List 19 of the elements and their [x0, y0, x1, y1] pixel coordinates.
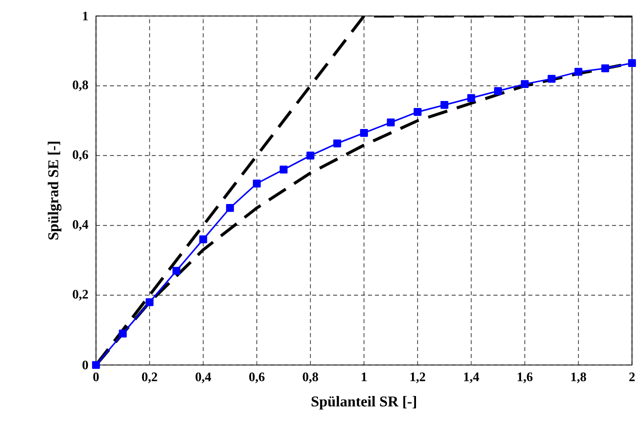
y-axis-title: Spülgrad SE [-] — [48, 142, 62, 240]
x-tick-label: 2 — [629, 372, 635, 382]
x-axis-title: Spülanteil SR [-] — [312, 396, 416, 410]
x-tick-label: 1,2 — [410, 372, 426, 384]
x-tick-label: 0,6 — [249, 372, 265, 384]
x-tick-label: 1,8 — [571, 372, 586, 384]
x-tick-label: 0,8 — [302, 372, 318, 384]
y-tick-label: 0,2 — [72, 290, 88, 301]
y-tick-label: 0,6 — [72, 150, 88, 161]
x-tick-label: 1,4 — [464, 372, 480, 384]
x-tick-label: 1 — [362, 372, 367, 382]
x-tick-label: 1,6 — [518, 372, 533, 384]
y-tick-label: 0,4 — [72, 220, 88, 231]
x-tick-label: 0,2 — [142, 372, 158, 384]
y-tick-label: 0 — [82, 360, 88, 370]
x-tick-label: 0,4 — [196, 372, 212, 384]
y-tick-label: 0,8 — [72, 80, 88, 92]
x-tick-label: 0 — [93, 372, 99, 382]
y-tick-label: 1 — [83, 12, 88, 20]
